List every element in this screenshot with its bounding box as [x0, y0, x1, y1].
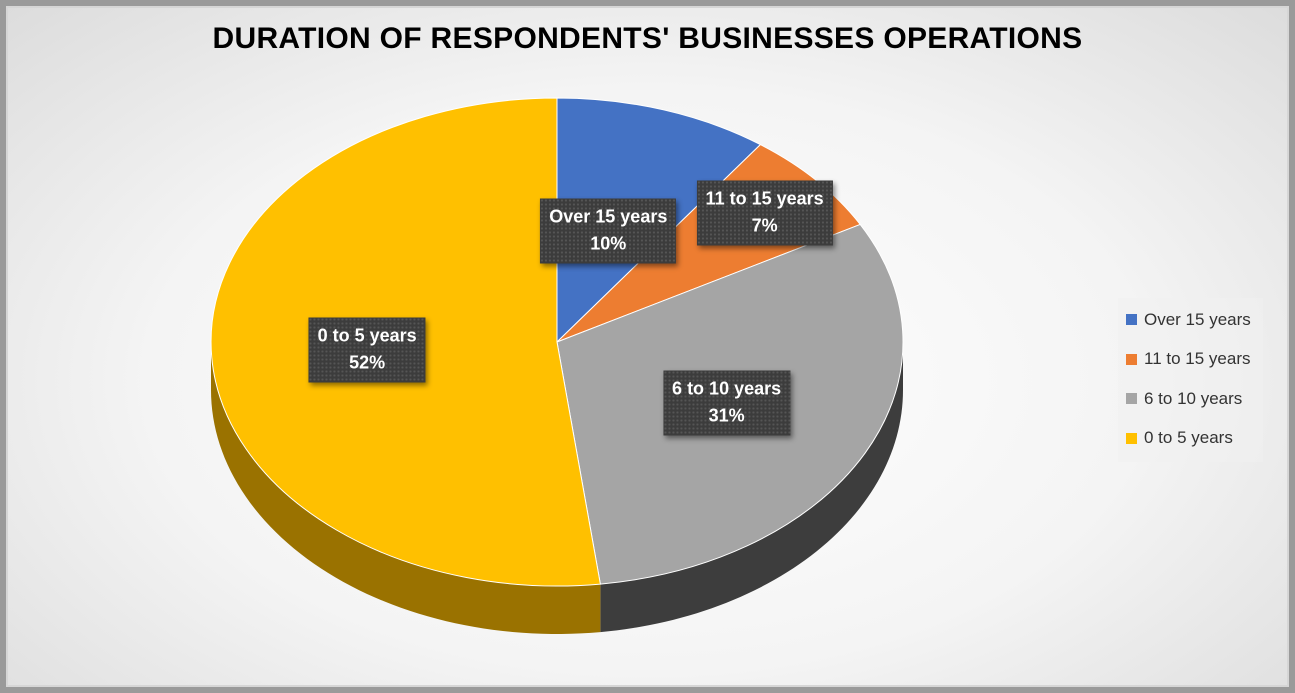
- legend-item-0-to-5-years: 0 to 5 years: [1126, 419, 1251, 459]
- legend-label: 0 to 5 years: [1144, 428, 1233, 448]
- data-label-category: 0 to 5 years: [317, 325, 417, 346]
- legend-label: Over 15 years: [1144, 309, 1251, 329]
- pie-side-0-to-5-years: [211, 342, 601, 634]
- data-label-category: 6 to 10 years: [672, 378, 782, 399]
- data-label-11-to-15-years: 11 to 15 years 7%: [696, 180, 833, 246]
- pie-sides: [211, 342, 903, 634]
- legend-item-over-15-years: Over 15 years: [1126, 300, 1251, 340]
- legend: Over 15 years 11 to 15 years 6 to 10 years…: [1118, 298, 1263, 462]
- data-label-value: 7%: [751, 215, 778, 236]
- data-label-6-to-10-years: 6 to 10 years 31%: [663, 370, 791, 436]
- legend-item-11-to-15-years: 11 to 15 years: [1126, 340, 1251, 380]
- data-label-value: 10%: [590, 233, 627, 254]
- legend-swatch: [1126, 393, 1137, 405]
- legend-swatch: [1126, 432, 1137, 444]
- legend-swatch: [1126, 314, 1137, 326]
- data-label-category: 11 to 15 years: [705, 188, 824, 209]
- pie-side-6-to-10-years: [600, 342, 903, 633]
- legend-swatch: [1126, 353, 1137, 365]
- data-label-value: 31%: [708, 405, 745, 426]
- data-label-over-15-years: Over 15 years 10%: [540, 198, 677, 264]
- data-label-category: Over 15 years: [549, 206, 668, 227]
- data-label-value: 52%: [349, 352, 386, 373]
- chart-title: DURATION OF RESPONDENTS' BUSINESSES OPER…: [212, 22, 1083, 55]
- legend-item-6-to-10-years: 6 to 10 years: [1126, 379, 1251, 419]
- legend-label: 6 to 10 years: [1144, 388, 1243, 408]
- legend-label: 11 to 15 years: [1144, 349, 1251, 369]
- data-label-0-to-5-years: 0 to 5 years 52%: [308, 317, 426, 383]
